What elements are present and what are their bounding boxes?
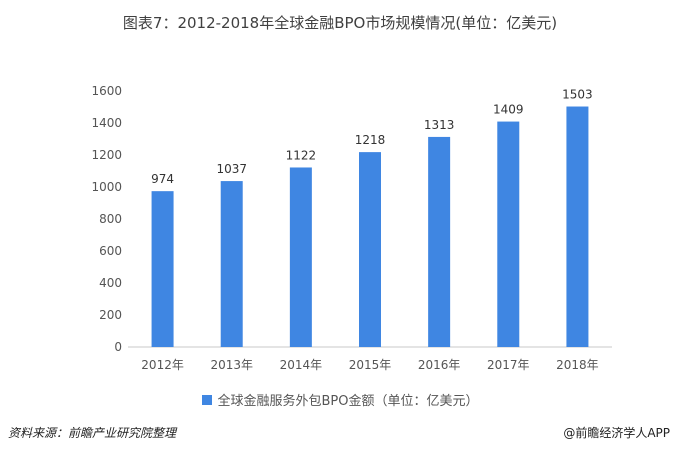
y-tick-label: 600 xyxy=(99,244,122,258)
y-tick-label: 400 xyxy=(99,276,122,290)
data-label: 1503 xyxy=(562,88,593,102)
x-tick-label: 2016年 xyxy=(418,358,461,372)
bar xyxy=(289,167,312,347)
data-label: 1218 xyxy=(355,133,386,147)
legend: 全球金融服务外包BPO金额（单位：亿美元） xyxy=(0,390,680,409)
bar xyxy=(151,191,174,347)
source-note: 资料来源：前瞻产业研究院整理 xyxy=(8,426,177,440)
data-label: 1313 xyxy=(424,118,455,132)
y-tick-label: 0 xyxy=(114,340,122,354)
y-tick-label: 1200 xyxy=(91,148,122,162)
y-tick-label: 800 xyxy=(99,212,122,226)
data-label: 974 xyxy=(151,172,174,186)
brand-label: @前瞻经济学人APP xyxy=(563,426,670,440)
x-tick-label: 2017年 xyxy=(487,358,530,372)
bar xyxy=(359,152,381,347)
x-tick-label: 2013年 xyxy=(210,358,253,372)
legend-swatch xyxy=(201,394,212,405)
legend-label: 全球金融服务外包BPO金额（单位：亿美元） xyxy=(217,394,479,409)
x-tick-label: 2015年 xyxy=(349,358,392,372)
data-label: 1409 xyxy=(493,103,524,117)
x-tick-label: 2012年 xyxy=(141,358,184,372)
x-tick-label: 2014年 xyxy=(280,358,323,372)
data-label: 1122 xyxy=(286,148,317,162)
bar xyxy=(428,136,451,347)
x-tick-label: 2018年 xyxy=(556,358,599,372)
y-tick-label: 200 xyxy=(99,308,122,322)
data-label: 1037 xyxy=(216,162,247,176)
y-tick-label: 1400 xyxy=(91,116,122,130)
chart-title: 图表7：2012-2018年全球金融BPO市场规模情况(单位：亿美元) xyxy=(122,14,558,32)
bar xyxy=(220,181,243,347)
bar xyxy=(497,121,520,347)
y-tick-label: 1000 xyxy=(91,180,122,194)
bar xyxy=(566,106,589,348)
y-tick-label: 1600 xyxy=(91,84,122,98)
